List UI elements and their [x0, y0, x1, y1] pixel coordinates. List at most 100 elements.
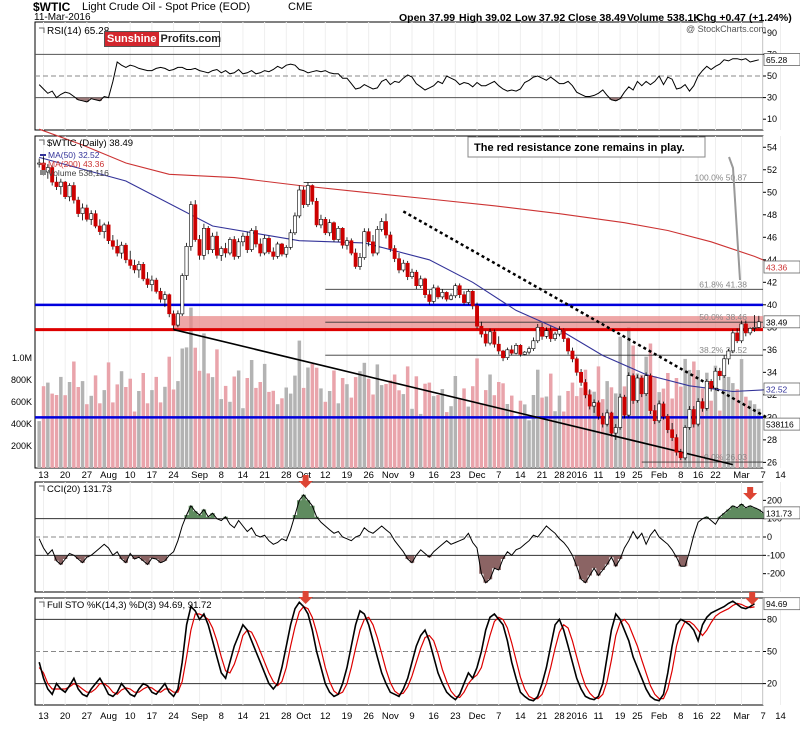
candle-body [752, 326, 757, 329]
volume-bar [288, 393, 293, 468]
sto-peak-arrow [298, 591, 313, 604]
candle-body [427, 294, 432, 302]
volume-bar [50, 393, 54, 468]
volume-bar [644, 356, 648, 468]
candle-body [327, 222, 332, 234]
volume-bar [158, 402, 163, 468]
candle-body [141, 263, 146, 280]
price-x-tick-label: 13 [38, 470, 49, 481]
candle-body [228, 239, 232, 254]
price-x-tick-label: 7 [496, 470, 501, 481]
volume-bar [145, 403, 150, 468]
price-x-tick-label: 19 [342, 470, 353, 481]
high-value: High 39.02 [459, 12, 512, 24]
volume-bar [46, 382, 50, 468]
price-x-tick-label: 25 [632, 470, 643, 481]
volume-bar [392, 374, 397, 468]
cci-peak-arrow [298, 475, 313, 488]
candle-body [340, 228, 345, 246]
candle-body [735, 332, 740, 342]
candle-body [254, 230, 258, 245]
candle-body [678, 451, 683, 459]
sto-x-tick-label: Feb [651, 711, 667, 722]
sto-x-tick-label: 9 [409, 711, 414, 722]
rsi-current-value: 65.28 [766, 55, 788, 65]
fib-level-label: 38.2% 35.52 [699, 345, 747, 355]
candle-body [756, 321, 761, 328]
volume-bar [297, 340, 302, 468]
price-y-tick-label: 42 [767, 277, 777, 287]
candle-body [176, 313, 180, 326]
volume-bar [722, 375, 726, 468]
volume-bar [141, 373, 145, 468]
volume-bar [423, 383, 427, 468]
candle-body [674, 437, 679, 453]
volume-bar [735, 389, 739, 468]
volume-bar [397, 390, 401, 468]
candle-body [522, 351, 527, 355]
volume-bar [124, 387, 128, 468]
volume-y-tick-label: 1.0M [12, 353, 32, 363]
candle-body [475, 305, 479, 327]
price-x-tick-label: 27 [82, 470, 93, 481]
volume-bar [497, 382, 501, 468]
volume-bar [683, 358, 687, 468]
candle-body [492, 331, 497, 345]
volume-bar [744, 396, 748, 468]
volume-bar [371, 394, 375, 468]
candle-body [414, 271, 419, 287]
candle-body [548, 330, 553, 339]
volume-bar [583, 369, 588, 468]
volume-bar [458, 399, 462, 468]
volume-bar [262, 363, 267, 468]
price-y-tick-label: 54 [767, 142, 777, 152]
logo-com: .com [195, 33, 222, 45]
candle-body [401, 262, 406, 271]
cci-line [38, 493, 764, 584]
candle-body [505, 349, 510, 358]
candle-body [275, 243, 280, 257]
candle-body [145, 278, 150, 285]
price-x-tick-label: 14 [238, 470, 249, 481]
volume-bar [102, 390, 106, 468]
price-x-tick-label: 16 [693, 470, 704, 481]
rsi-y-tick-label: 90 [767, 28, 777, 38]
volume-bar [562, 411, 566, 468]
price-y-tick-label: 44 [767, 255, 777, 265]
candle-body [540, 326, 545, 337]
candle-body [544, 330, 549, 337]
volume-bar [475, 358, 479, 468]
volume-bar [731, 383, 735, 468]
candle-body [683, 427, 688, 459]
ma50-line [39, 156, 781, 393]
sunshine-profits-logo[interactable]: Sunshine Profits.com [104, 31, 222, 47]
candle-body [453, 285, 458, 297]
volume-bar [631, 345, 635, 468]
volume-bar [137, 391, 141, 468]
candle-body [501, 350, 505, 359]
price-x-tick-label: 17 [147, 470, 158, 481]
candle-body [600, 415, 605, 425]
price-y-tick-label: 36 [767, 345, 777, 355]
price-x-tick-label: Dec [469, 470, 486, 481]
volume-bar [254, 387, 258, 468]
cci-y-tick-label: 0 [767, 532, 772, 542]
candle-body [76, 199, 81, 214]
candle-body [215, 235, 219, 256]
volume-bar [180, 348, 184, 468]
volume-bar [176, 381, 180, 468]
volume-bar [705, 372, 709, 468]
volume-bar [453, 376, 458, 468]
sto-x-tick-label: 23 [450, 711, 461, 722]
price-x-tick-label: 8 [678, 470, 683, 481]
volume-bar [575, 396, 579, 468]
volume-bar [471, 386, 475, 468]
candle-body [271, 251, 276, 257]
candle-body [167, 294, 172, 315]
sto-peak-arrow [745, 592, 760, 605]
volume-bar [106, 362, 111, 468]
candle-body [657, 403, 662, 422]
volume-bar [345, 384, 349, 468]
sto-x-tick-label: 21 [537, 711, 548, 722]
volume-bar [76, 387, 80, 468]
